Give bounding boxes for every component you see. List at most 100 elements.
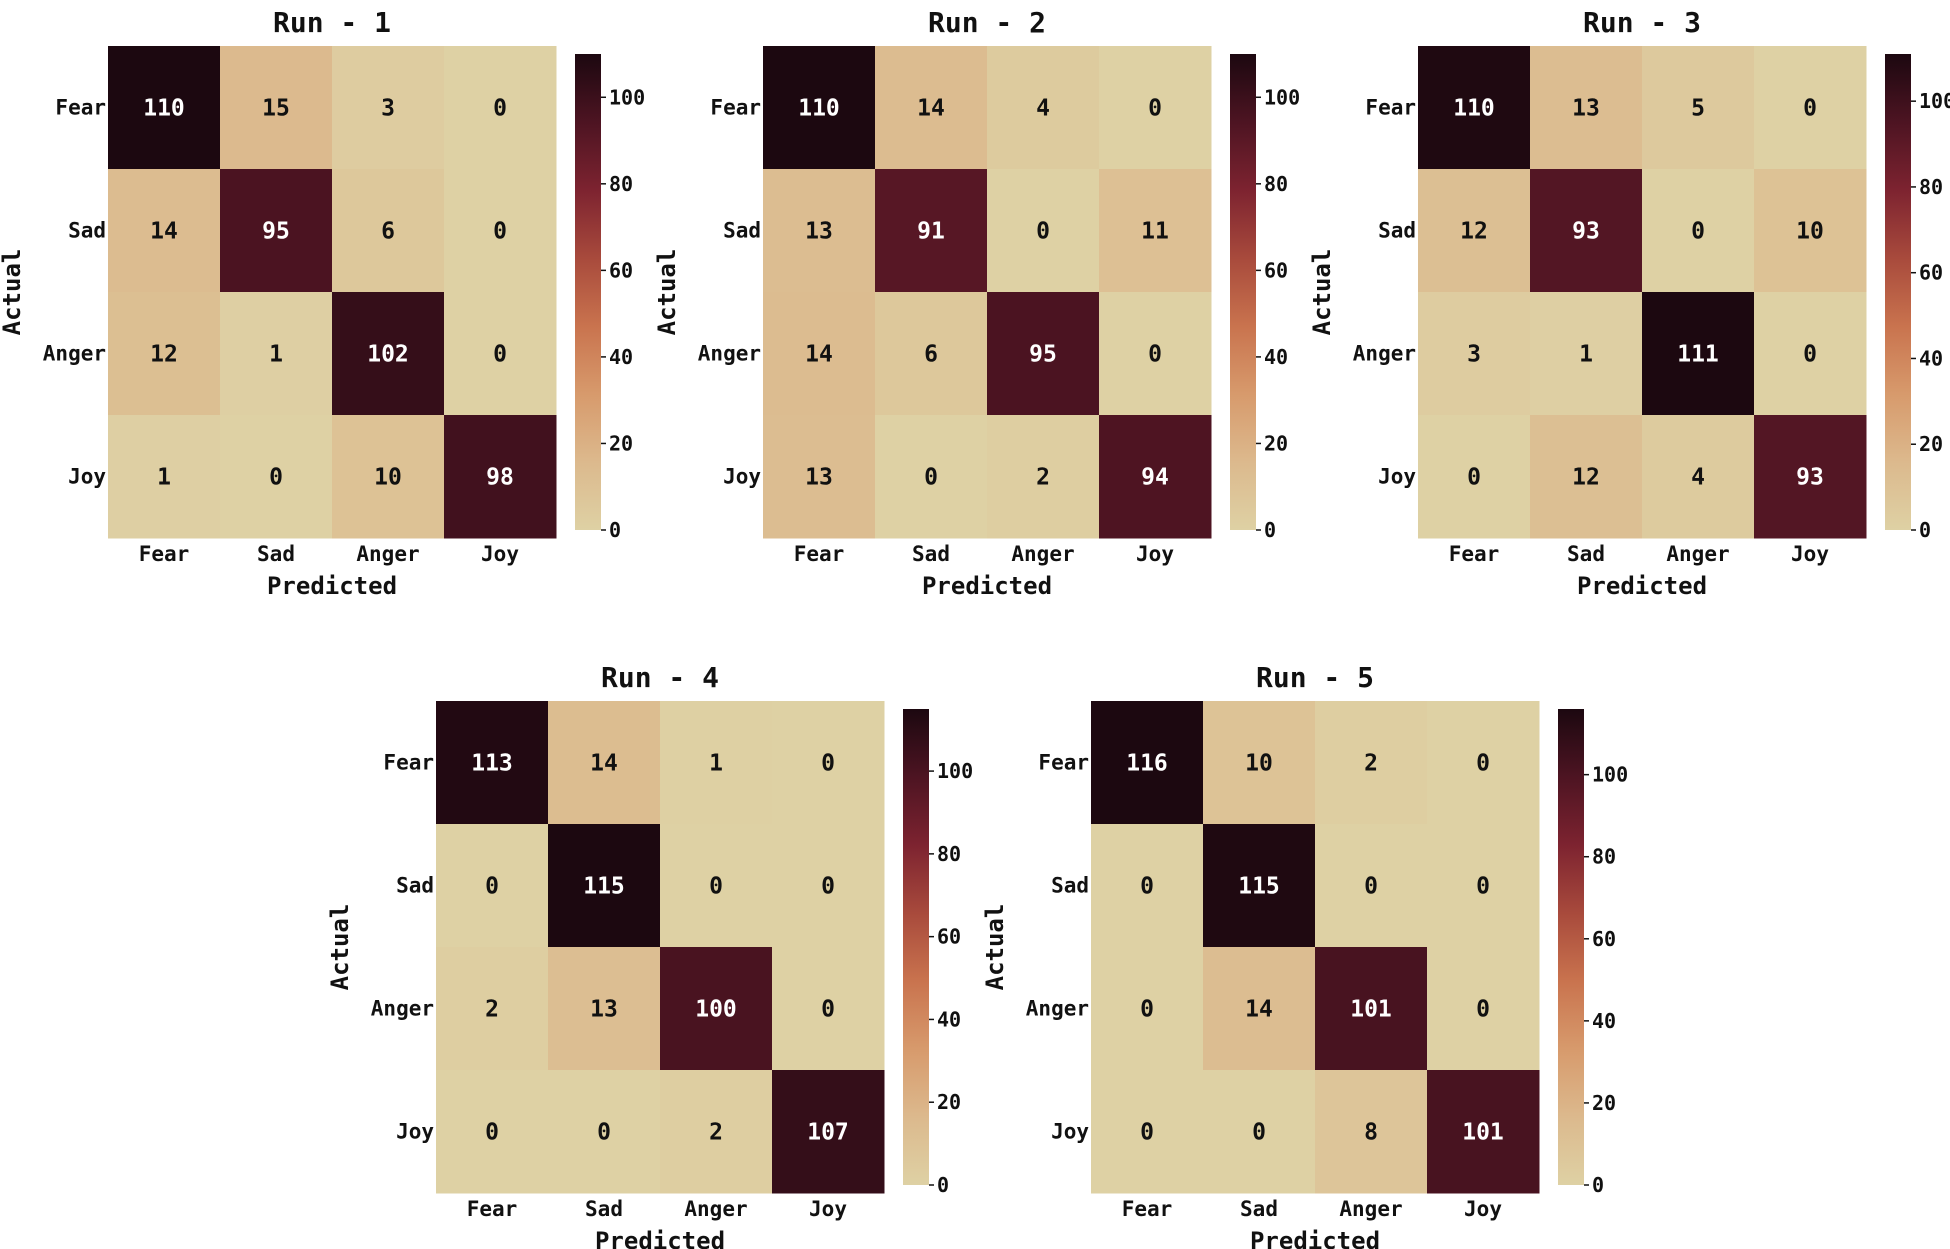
colorbar-tick-label: 20 xyxy=(1592,1091,1616,1115)
y-tick-label: Anger xyxy=(1026,997,1089,1021)
cell-value-label: 0 xyxy=(821,751,835,777)
y-tick-label: Anger xyxy=(43,342,106,366)
heatmap-cell xyxy=(1418,46,1531,170)
y-tick-label: Fear xyxy=(383,751,434,775)
cell-value-label: 0 xyxy=(1467,465,1481,491)
heatmap-cell xyxy=(1642,169,1755,293)
heatmap-cell xyxy=(1203,1070,1316,1194)
heatmap-cell xyxy=(1427,947,1540,1071)
x-axis-title: Predicted xyxy=(1577,572,1707,600)
y-axis-title: Actual xyxy=(981,904,1009,991)
cell-value-label: 0 xyxy=(485,1120,499,1146)
cell-value-label: 10 xyxy=(1245,751,1273,777)
colorbar-tick-label: 20 xyxy=(937,1090,961,1114)
cell-value-label: 2 xyxy=(1036,465,1050,491)
cell-value-label: 0 xyxy=(1691,219,1705,245)
chart-title: Run - 3 xyxy=(1583,6,1701,39)
x-axis-title: Predicted xyxy=(1250,1227,1380,1249)
heatmap-cell xyxy=(444,292,557,416)
cell-value-label: 8 xyxy=(1364,1120,1378,1146)
heatmap-cell xyxy=(1754,169,1867,293)
cell-value-label: 15 xyxy=(262,96,290,122)
cell-value-label: 1 xyxy=(1579,342,1593,368)
cell-value-label: 3 xyxy=(381,96,395,122)
cell-value-label: 14 xyxy=(590,751,618,777)
heatmap-cell xyxy=(220,415,333,539)
y-tick-label: Sad xyxy=(723,219,761,243)
colorbar-tick-label: 80 xyxy=(1919,175,1943,199)
colorbar-tick-label: 0 xyxy=(609,518,621,542)
cell-value-label: 113 xyxy=(471,751,513,777)
cell-value-label: 10 xyxy=(1796,219,1824,245)
cell-value-label: 116 xyxy=(1126,751,1168,777)
heatmap-cell xyxy=(1091,824,1204,948)
heatmap-cell xyxy=(875,415,988,539)
heatmap-cell xyxy=(1315,701,1428,825)
colorbar-tick-label: 100 xyxy=(1919,89,1950,113)
colorbar-tick-label: 40 xyxy=(1919,346,1943,370)
chart-title: Run - 5 xyxy=(1256,661,1374,694)
cell-value-label: 111 xyxy=(1677,342,1719,368)
colorbar-tick-label: 100 xyxy=(1264,85,1300,109)
cell-value-label: 14 xyxy=(150,219,178,245)
heatmap-cell xyxy=(987,169,1100,293)
cell-value-label: 0 xyxy=(1803,342,1817,368)
colorbar-tick-label: 60 xyxy=(937,925,961,949)
cell-value-label: 0 xyxy=(709,874,723,900)
cell-value-label: 0 xyxy=(493,96,507,122)
x-tick-label: Joy xyxy=(809,1197,847,1221)
heatmap-cell xyxy=(763,169,876,293)
colorbar-tick-label: 60 xyxy=(1592,927,1616,951)
heatmap-cell xyxy=(1530,169,1643,293)
heatmap-cell xyxy=(1754,292,1867,416)
heatmap-cell xyxy=(1754,46,1867,170)
cell-value-label: 5 xyxy=(1691,96,1705,122)
y-tick-label: Anger xyxy=(371,997,434,1021)
heatmap-cell xyxy=(875,169,988,293)
cell-value-label: 12 xyxy=(150,342,178,368)
cell-value-label: 0 xyxy=(1476,751,1490,777)
y-axis-title: Actual xyxy=(326,904,354,991)
cell-value-label: 0 xyxy=(1252,1120,1266,1146)
cell-value-label: 102 xyxy=(367,342,409,368)
x-tick-label: Joy xyxy=(1464,1197,1502,1221)
heatmap-cell xyxy=(1099,415,1212,539)
heatmap-cell xyxy=(332,415,445,539)
cell-value-label: 110 xyxy=(798,96,840,122)
heatmap-cell xyxy=(1418,415,1531,539)
y-axis-title: Actual xyxy=(0,249,26,336)
heatmap-cell xyxy=(436,947,549,1071)
y-tick-label: Joy xyxy=(1378,465,1416,489)
cell-value-label: 2 xyxy=(485,997,499,1023)
cell-value-label: 2 xyxy=(709,1120,723,1146)
heatmap-cell xyxy=(660,701,773,825)
x-tick-label: Joy xyxy=(481,542,519,566)
x-axis-title: Predicted xyxy=(267,572,397,600)
colorbar-tick-label: 0 xyxy=(1592,1173,1604,1197)
heatmap-cell xyxy=(772,1070,885,1194)
cell-value-label: 0 xyxy=(1476,874,1490,900)
colorbar-tick-label: 20 xyxy=(1919,432,1943,456)
colorbar-tick-label: 100 xyxy=(937,759,973,783)
cell-value-label: 13 xyxy=(590,997,618,1023)
colorbar-tick-label: 60 xyxy=(609,258,633,282)
y-tick-label: Anger xyxy=(698,342,761,366)
heatmap-cell xyxy=(987,292,1100,416)
heatmap-cell xyxy=(220,169,333,293)
colorbar-tick-label: 40 xyxy=(609,345,633,369)
heatmap-cell xyxy=(1530,46,1643,170)
colorbar-tick-label: 20 xyxy=(609,431,633,455)
heatmap-cell xyxy=(1754,415,1867,539)
cell-value-label: 2 xyxy=(1364,751,1378,777)
x-tick-label: Fear xyxy=(139,542,190,566)
cell-value-label: 0 xyxy=(1476,997,1490,1023)
y-axis-title: Actual xyxy=(653,249,681,336)
heatmap-cell xyxy=(548,701,661,825)
cell-value-label: 0 xyxy=(821,997,835,1023)
cell-value-label: 0 xyxy=(1140,997,1154,1023)
y-tick-label: Fear xyxy=(1038,751,1089,775)
y-tick-label: Sad xyxy=(396,874,434,898)
heatmap-cell xyxy=(1642,415,1755,539)
cell-value-label: 13 xyxy=(805,465,833,491)
